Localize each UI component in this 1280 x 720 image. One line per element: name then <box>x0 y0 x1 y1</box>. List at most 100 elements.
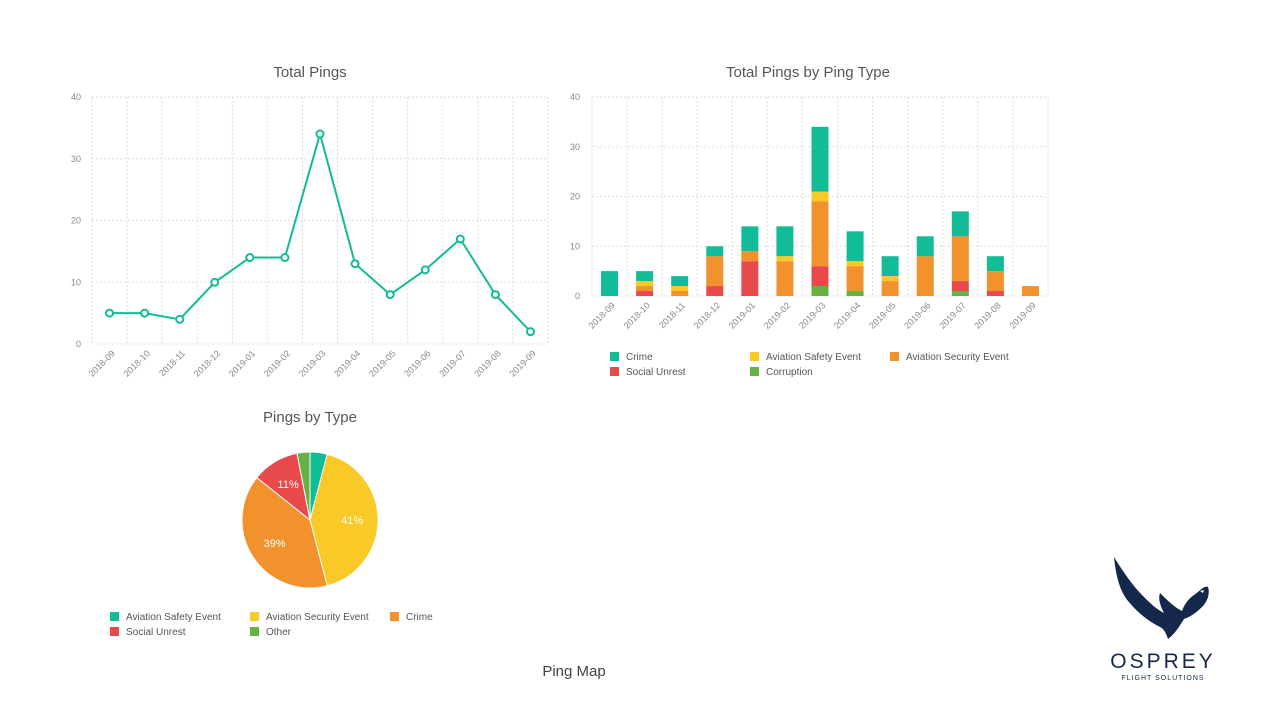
line-x-tick-label: 2019-03 <box>297 348 327 378</box>
bar-segment <box>636 281 654 287</box>
line-series-path <box>109 130 532 333</box>
bar-segment <box>706 246 724 257</box>
legend-swatch <box>250 612 259 621</box>
ping-map-title: Ping Map <box>542 663 606 680</box>
osprey-logo: OSPREY FLIGHT SOLUTIONS <box>1104 555 1222 682</box>
bar-y-tick-label: 10 <box>570 241 580 251</box>
bar-y-tick-label: 20 <box>570 192 580 202</box>
line-x-tick-label: 2019-08 <box>472 348 502 378</box>
bar-segment <box>776 226 794 257</box>
legend-label: Aviation Safety Event <box>126 612 221 623</box>
bar-segment <box>741 261 759 296</box>
line-x-tick-label: 2019-04 <box>332 348 362 378</box>
line-data-point <box>245 253 255 263</box>
legend-swatch <box>750 367 759 376</box>
line-data-point <box>280 253 290 263</box>
bar-x-tick-label: 2018-11 <box>657 300 687 330</box>
legend-swatch <box>610 367 619 376</box>
bar-legend-item[interactable]: Crime <box>610 352 653 363</box>
legend-swatch <box>110 627 119 636</box>
bar-segment <box>776 256 794 262</box>
bar-legend-item[interactable]: Corruption <box>750 367 813 378</box>
pie-legend-item[interactable]: Social Unrest <box>110 627 185 638</box>
bar-legend-item[interactable]: Social Unrest <box>610 367 685 378</box>
pie-slice-label: 41% <box>341 515 363 527</box>
line-data-point <box>315 129 325 139</box>
line-y-tick-label: 10 <box>71 277 81 287</box>
line-data-point <box>140 308 150 318</box>
legend-label: Crime <box>406 612 433 623</box>
pie-legend-item[interactable]: Aviation Security Event <box>250 612 369 623</box>
legend-label: Crime <box>626 352 653 363</box>
bar-segment <box>601 271 619 296</box>
line-x-tick-label: 2018-09 <box>87 348 117 378</box>
legend-swatch <box>890 352 899 361</box>
line-data-point <box>175 314 185 324</box>
bar-x-tick-label: 2019-08 <box>972 300 1002 330</box>
bar-y-tick-label: 0 <box>575 291 580 301</box>
bar-x-tick-label: 2019-09 <box>1007 300 1037 330</box>
bar-x-tick-label: 2019-05 <box>867 300 897 330</box>
bar-segment <box>1021 286 1039 296</box>
bar-chart-title: Total Pings by Ping Type <box>726 64 890 81</box>
bar-x-tick-label: 2018-10 <box>622 300 652 330</box>
pie-slice-label: 11% <box>278 479 299 491</box>
bar-y-tick-label: 30 <box>570 142 580 152</box>
bar-segment <box>741 226 759 252</box>
pie-slice-label: 39% <box>264 538 286 550</box>
legend-swatch <box>250 627 259 636</box>
line-x-tick-label: 2019-02 <box>262 348 292 378</box>
line-y-tick-label: 40 <box>71 92 81 102</box>
bar-x-tick-label: 2019-04 <box>832 300 862 330</box>
line-y-tick-label: 20 <box>71 216 81 226</box>
line-x-tick-label: 2019-01 <box>227 348 257 378</box>
line-x-tick-label: 2019-06 <box>402 348 432 378</box>
bar-segment <box>636 291 654 296</box>
bar-legend-item[interactable]: Aviation Security Event <box>890 352 1009 363</box>
bar-segment <box>986 271 1004 292</box>
logo-subtitle: FLIGHT SOLUTIONS <box>1121 675 1205 682</box>
bar-segment <box>986 256 1004 272</box>
legend-label: Aviation Safety Event <box>766 352 861 363</box>
line-data-point <box>350 259 360 269</box>
pie-slice <box>241 476 328 589</box>
pie-legend-item[interactable]: Other <box>250 627 291 638</box>
bar-segment <box>636 286 654 292</box>
bar-segment <box>811 266 829 287</box>
bar-segment <box>636 271 654 282</box>
bar-segment <box>811 286 829 296</box>
bar-segment <box>811 126 829 192</box>
line-x-tick-label: 2019-05 <box>367 348 397 378</box>
bar-segment <box>881 276 899 282</box>
bar-segment <box>951 291 969 296</box>
bar-x-tick-label: 2019-06 <box>902 300 932 330</box>
bar-segment <box>776 261 794 296</box>
bar-x-tick-label: 2019-02 <box>762 300 792 330</box>
bar-segment <box>846 231 864 262</box>
bar-segment <box>811 201 829 267</box>
bar-legend-item[interactable]: Aviation Safety Event <box>750 352 861 363</box>
bar-x-tick-label: 2019-01 <box>727 300 757 330</box>
pie-legend-item[interactable]: Crime <box>390 612 433 623</box>
pie-legend-item[interactable]: Aviation Safety Event <box>110 612 221 623</box>
legend-swatch <box>390 612 399 621</box>
bar-segment <box>846 266 864 292</box>
bar-segment <box>671 286 689 292</box>
bar-segment <box>811 191 829 202</box>
legend-label: Social Unrest <box>626 367 686 378</box>
line-data-point <box>385 290 395 300</box>
bar-segment <box>671 291 689 296</box>
legend-label: Aviation Security Event <box>266 612 369 623</box>
line-x-tick-label: 2018-10 <box>122 348 152 378</box>
bar-segment <box>741 251 759 262</box>
bar-y-tick-label: 40 <box>570 92 580 102</box>
bar-segment <box>881 281 899 296</box>
bar-segment <box>846 261 864 267</box>
line-y-tick-label: 30 <box>71 154 81 164</box>
line-data-point <box>105 308 115 318</box>
pie-slice <box>309 453 379 587</box>
bar-x-tick-label: 2019-03 <box>797 300 827 330</box>
bar-segment <box>986 291 1004 296</box>
bar-x-tick-label: 2018-12 <box>692 300 722 330</box>
